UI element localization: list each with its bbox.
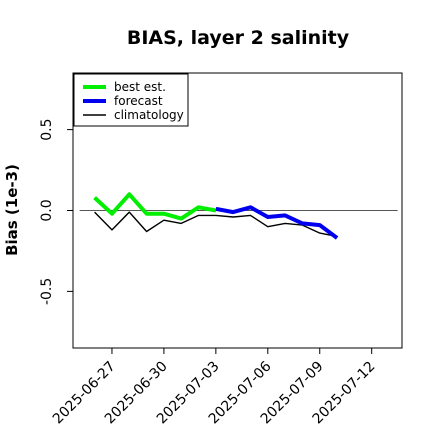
y-axis-label: Bias (1e-3) xyxy=(3,164,21,256)
series-line-forecast xyxy=(215,205,339,240)
y-tick-label: 0.0 xyxy=(39,199,55,221)
legend-label-best-est: best est. xyxy=(114,80,166,94)
y-tick-label: -0.5 xyxy=(39,278,55,305)
y-tick-label: 0.5 xyxy=(39,118,55,140)
series-line-best-est xyxy=(93,192,217,221)
series-line-climatology xyxy=(94,211,338,238)
chart-title: BIAS, layer 2 salinity xyxy=(127,27,350,49)
legend-label-forecast: forecast xyxy=(114,94,163,108)
legend-label-climatology: climatology xyxy=(114,108,184,122)
